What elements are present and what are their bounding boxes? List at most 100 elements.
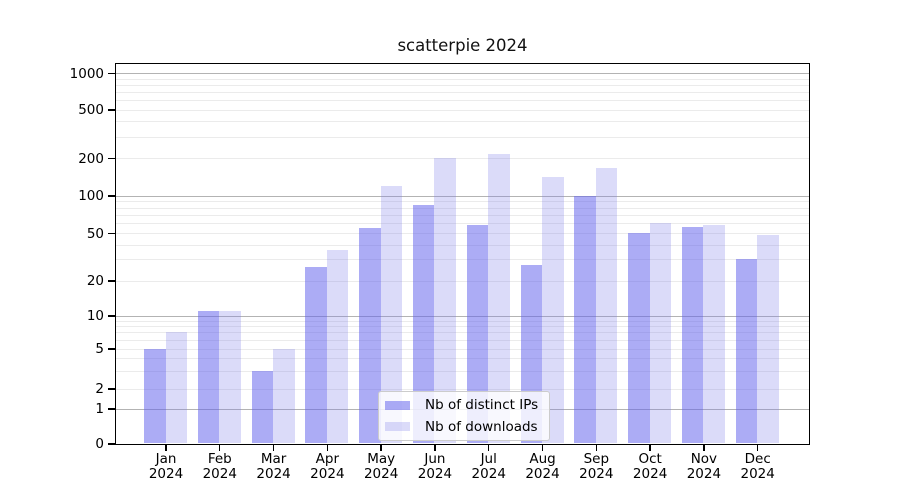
x-tick-month: Jan: [155, 451, 177, 467]
x-tick-mark: [165, 445, 167, 451]
y-tick-label-10: 10: [86, 308, 104, 324]
bar-downloads-jun: [434, 158, 456, 443]
y-tick-label-20: 20: [86, 273, 104, 289]
gridline-minor: [116, 99, 809, 101]
gridline-minor: [116, 244, 809, 246]
x-tick-label-sep: Sep 2024: [566, 452, 626, 481]
y-tick-label-1000: 1000: [69, 65, 104, 82]
gridline-minor: [116, 109, 809, 111]
bar-distinct-ips-sep: [574, 195, 596, 443]
x-tick-label-feb: Feb 2024: [190, 452, 250, 481]
bar-distinct-ips-jul: [466, 224, 489, 443]
x-tick-mark: [326, 445, 329, 451]
bar-downloads-may: [380, 185, 403, 443]
x-tick-year: 2024: [632, 465, 668, 482]
x-tick-label-may: May 2024: [351, 452, 411, 481]
x-tick-label-oct: Oct 2024: [620, 452, 680, 481]
x-tick-month: May: [367, 451, 396, 467]
x-tick-mark: [649, 445, 651, 451]
bar-downloads-mar: [273, 348, 295, 443]
bar-downloads-nov: [703, 224, 725, 443]
y-tick-mark: [108, 232, 115, 235]
gridline-minor: [116, 280, 809, 282]
legend-label-distinct-ips: Nb of distinct IPs: [425, 397, 539, 414]
gridline-minor: [116, 358, 809, 360]
x-tick-month: Mar: [260, 451, 287, 467]
gridline-minor: [116, 259, 809, 261]
y-tick-mark: [108, 315, 115, 317]
x-tick-month: Feb: [207, 451, 232, 467]
y-tick-label-200: 200: [78, 150, 104, 167]
y-tick-label-100: 100: [78, 188, 104, 204]
x-tick-mark: [380, 445, 382, 451]
x-tick-year: 2024: [471, 465, 506, 482]
y-tick-label-1: 1: [95, 401, 104, 417]
x-tick-month: Apr: [315, 451, 340, 467]
x-tick-year: 2024: [310, 465, 345, 482]
gridline-minor: [116, 339, 809, 341]
bar-distinct-ips-nov: [681, 226, 704, 443]
bar-distinct-ips-jan: [144, 348, 166, 443]
x-tick-year: 2024: [740, 465, 775, 482]
plot-area: [115, 63, 810, 445]
bar-downloads-apr: [326, 250, 349, 443]
gridline-major: [116, 73, 809, 75]
y-tick-mark: [108, 195, 115, 197]
legend-item-distinct-ips: Nb of distinct IPs: [385, 397, 549, 413]
x-tick-month: Aug: [529, 451, 556, 467]
x-tick-year: 2024: [686, 465, 722, 482]
x-tick-mark: [703, 445, 705, 451]
gridline-major: [116, 315, 809, 317]
gridline-minor: [116, 91, 809, 93]
bar-downloads-oct: [649, 223, 672, 443]
x-tick-month: Jul: [480, 451, 497, 467]
legend-swatch-distinct-ips: [385, 400, 410, 410]
y-tick-mark: [108, 72, 115, 75]
legend: Nb of distinct IPs Nb of downloads: [378, 391, 550, 441]
y-tick-mark: [108, 443, 115, 445]
y-tick-mark: [108, 109, 115, 111]
bar-downloads-sep: [595, 168, 618, 443]
gridline-minor: [116, 320, 809, 322]
gridline-minor: [116, 233, 809, 234]
x-tick-month: Jun: [424, 451, 446, 467]
x-tick-mark: [488, 445, 490, 451]
bar-distinct-ips-apr: [305, 266, 327, 443]
x-tick-mark: [595, 445, 597, 451]
gridline-minor: [116, 78, 809, 80]
y-tick-label-50: 50: [86, 225, 104, 242]
x-tick-year: 2024: [256, 465, 291, 482]
gridline-minor: [116, 214, 809, 216]
x-tick-year: 2024: [525, 465, 560, 482]
gridline-minor: [116, 388, 809, 390]
y-tick-mark: [108, 348, 115, 350]
x-tick-mark: [434, 445, 436, 451]
y-tick-mark: [108, 280, 115, 282]
legend-item-downloads: Nb of downloads: [385, 419, 549, 435]
x-tick-label-jun: Jun 2024: [405, 452, 465, 481]
x-tick-month: Oct: [638, 451, 662, 467]
x-tick-label-jul: Jul 2024: [459, 452, 519, 481]
bar-downloads-dec: [757, 235, 779, 443]
x-tick-year: 2024: [579, 465, 614, 482]
gridline-minor: [116, 158, 809, 159]
gridline-minor: [116, 348, 809, 350]
bar-distinct-ips-oct: [628, 233, 650, 443]
x-tick-label-nov: Nov 2024: [674, 452, 734, 481]
x-tick-label-mar: Mar 2024: [244, 452, 304, 481]
x-tick-mark: [219, 445, 221, 451]
bar-downloads-jul: [488, 154, 510, 443]
x-tick-label-aug: Aug 2024: [513, 452, 573, 481]
y-tick-label-0: 0: [95, 436, 104, 452]
y-tick-label-2: 2: [95, 381, 104, 397]
x-tick-label-apr: Apr 2024: [297, 452, 357, 481]
gridline-minor: [116, 370, 809, 372]
gridline-minor: [116, 332, 809, 334]
bar-distinct-ips-mar: [251, 370, 274, 443]
x-tick-mark: [541, 445, 544, 451]
gridline-minor: [116, 207, 809, 209]
x-tick-year: 2024: [363, 465, 399, 482]
gridline-minor: [116, 136, 809, 138]
legend-swatch-downloads: [385, 422, 410, 432]
